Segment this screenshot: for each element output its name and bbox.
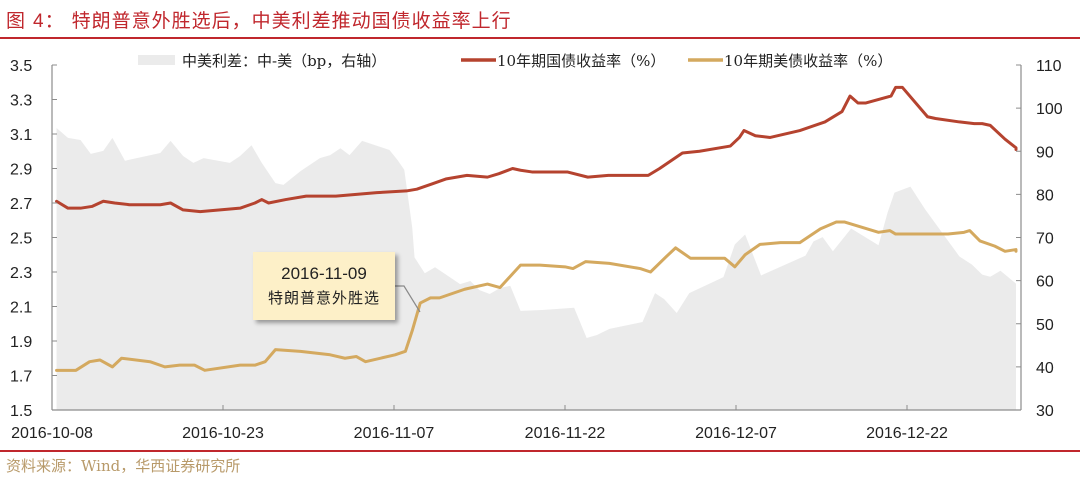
y-left-tick-label: 1.7 bbox=[10, 369, 32, 386]
china-10y-line bbox=[55, 85, 1018, 214]
y-right-tick-label: 30 bbox=[1036, 403, 1054, 420]
source-divider bbox=[0, 450, 1080, 452]
legend-label-us: 10年期美债收益率（%） bbox=[724, 52, 892, 70]
x-tick-label: 2016-12-07 bbox=[695, 425, 777, 442]
y-left-tick-label: 2.7 bbox=[10, 196, 32, 213]
x-tick-label: 2016-11-22 bbox=[525, 425, 606, 442]
source-note: 资料来源：Wind，华西证券研究所 bbox=[6, 457, 241, 475]
legend-label-china: 10年期国债收益率（%） bbox=[497, 52, 665, 70]
x-tick-label: 2016-12-22 bbox=[866, 425, 948, 442]
chart-canvas: 3.5 3.3 3.1 2.9 2.7 2.5 2.3 2.1 1.9 1.7 1.5 110 100 9… bbox=[10, 52, 1063, 442]
x-tick-label: 2016-10-08 bbox=[11, 425, 93, 442]
y-right-tick-label: 70 bbox=[1036, 231, 1054, 248]
annotation-leader-line bbox=[395, 285, 421, 313]
title-divider bbox=[0, 37, 1080, 39]
legend: 中美利差：中-美（bp，右轴） 10年期国债收益率（%） 10年期美债收益率（%… bbox=[138, 52, 892, 70]
y-left-tick-label: 3.3 bbox=[10, 93, 32, 110]
y-left-tick-label: 1.9 bbox=[10, 334, 32, 351]
yield-lines bbox=[55, 85, 1018, 372]
legend-swatch-spread bbox=[138, 55, 175, 65]
y-right-tick-label: 90 bbox=[1036, 144, 1054, 161]
y-left-tick-label: 2.3 bbox=[10, 265, 32, 282]
figure-title: 图 4： 特朗普意外胜选后，中美利差推动国债收益率上行 bbox=[6, 6, 512, 33]
y-left-tick-label: 1.5 bbox=[10, 403, 32, 420]
y-right-tick-label: 100 bbox=[1036, 101, 1063, 118]
y-left-tick-label: 3.1 bbox=[10, 127, 32, 144]
y-left-tick-label: 2.9 bbox=[10, 162, 32, 179]
y-right-tick-label: 60 bbox=[1036, 274, 1054, 291]
y-right-tick-label: 110 bbox=[1036, 58, 1062, 75]
annotation-box: 2016-11-09 特朗普意外胜选 bbox=[253, 252, 395, 320]
x-tick-label: 2016-10-23 bbox=[182, 425, 264, 442]
us-10y-line bbox=[55, 220, 1018, 372]
x-tick-label: 2016-11-07 bbox=[354, 425, 435, 442]
y-left-tick-label: 2.5 bbox=[10, 231, 32, 248]
title-prefix: 图 bbox=[6, 10, 34, 32]
y-right-tick-label: 40 bbox=[1036, 360, 1054, 377]
y-right-tick-label: 50 bbox=[1036, 317, 1054, 334]
y-left-tick-label: 3.5 bbox=[10, 58, 32, 75]
title-text: ： 特朗普意外胜选后，中美利差推动国债收益率上行 bbox=[44, 10, 512, 32]
legend-label-spread: 中美利差：中-美（bp，右轴） bbox=[182, 52, 386, 70]
annotation-text: 特朗普意外胜选 bbox=[267, 289, 380, 307]
y-left-tick-label: 2.1 bbox=[10, 300, 32, 317]
title-number: 4 bbox=[33, 11, 45, 32]
annotation-date: 2016-11-09 bbox=[281, 264, 367, 283]
axes: 3.5 3.3 3.1 2.9 2.7 2.5 2.3 2.1 1.9 1.7 1.5 110 100 9… bbox=[10, 58, 1063, 442]
y-right-tick-label: 80 bbox=[1036, 187, 1054, 204]
